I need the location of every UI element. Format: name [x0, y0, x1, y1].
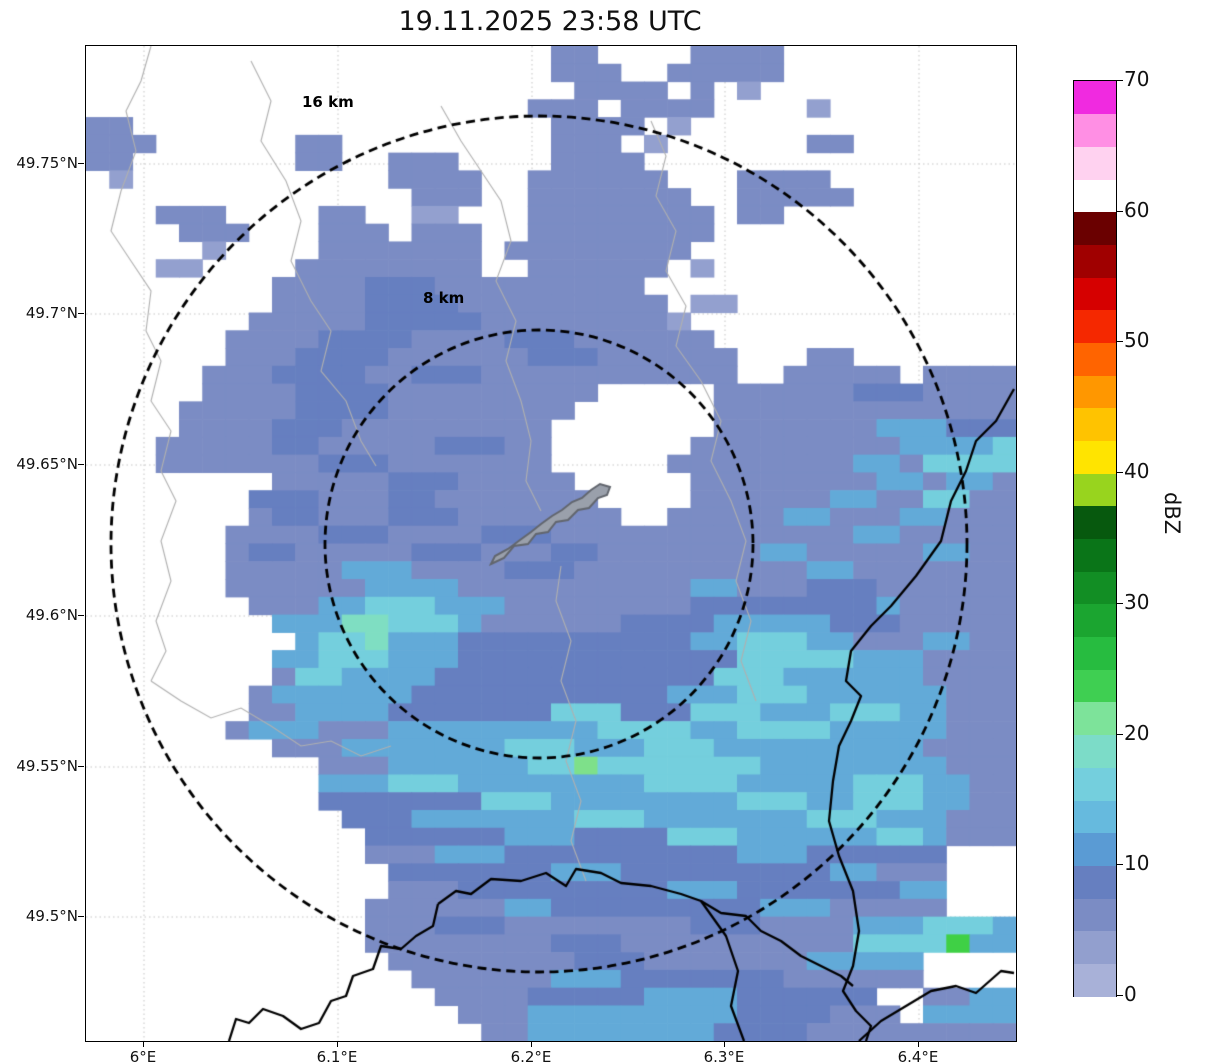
x-tickmark: [531, 1041, 532, 1047]
y-tickmark: [78, 163, 84, 164]
colorbar-tick-70: 70: [1124, 67, 1150, 91]
colorbar-tick-0: 0: [1124, 982, 1137, 1006]
colorbar-segment: [1074, 799, 1116, 834]
y-tickmark: [78, 464, 84, 465]
colorbar-tick-30: 30: [1124, 589, 1150, 614]
colorbar-segment: [1074, 767, 1116, 801]
y-tick-label-5: 49.5°N: [25, 907, 78, 925]
y-tick-label-0: 49.75°N: [16, 154, 78, 172]
x-tick-label-3: 6.3°E: [703, 1048, 745, 1064]
y-tick-label-2: 49.65°N: [16, 455, 78, 473]
x-tickmark: [918, 1041, 919, 1047]
y-tickmark: [78, 313, 84, 314]
colorbar-segment: [1074, 113, 1116, 147]
colorbar-segment: [1074, 963, 1116, 997]
colorbar-tickmark: [1116, 80, 1123, 81]
colorbar-segment: [1074, 342, 1116, 376]
x-tick-label-1: 6.1°E: [316, 1048, 358, 1064]
radar-map-plot: 8 km 16 km: [85, 45, 1017, 1042]
colorbar-segment: [1074, 505, 1116, 540]
colorbar-segment: [1074, 897, 1116, 932]
colorbar-segment: [1074, 832, 1116, 866]
colorbar-tick-60: 60: [1124, 197, 1150, 222]
y-tick-label-3: 49.6°N: [25, 606, 78, 624]
x-tickmark: [337, 1041, 338, 1047]
colorbar-tickmark: [1116, 995, 1123, 996]
colorbar-segment: [1074, 636, 1116, 670]
x-tick-label-2: 6.2°E: [510, 1048, 552, 1064]
colorbar-segment: [1074, 81, 1116, 115]
colorbar-tickmark: [1116, 210, 1123, 212]
colorbar-tickmark: [1116, 602, 1123, 604]
colorbar-tick-10: 10: [1124, 851, 1150, 876]
colorbar-segment: [1074, 603, 1116, 638]
colorbar-segment: [1074, 375, 1116, 409]
colorbar-segment: [1074, 669, 1116, 703]
colorbar-tickmark: [1116, 472, 1123, 474]
colorbar-segment: [1074, 277, 1116, 311]
colorbar-segment: [1074, 734, 1116, 768]
colorbar-tick-40: 40: [1124, 459, 1150, 484]
y-tickmark: [78, 615, 84, 616]
colorbar-tick-50: 50: [1124, 328, 1150, 353]
colorbar-segment: [1074, 865, 1116, 899]
colorbar-segment: [1074, 930, 1116, 964]
colorbar-segment: [1074, 309, 1116, 344]
y-tick-label-4: 49.55°N: [16, 757, 78, 775]
colorbar-tick-20: 20: [1124, 720, 1150, 745]
colorbar-segment: [1074, 571, 1116, 605]
radar-map-canvas: [86, 46, 1016, 1041]
colorbar: [1073, 80, 1117, 997]
colorbar-segment: [1074, 440, 1116, 474]
colorbar-tickmark: [1116, 733, 1123, 735]
x-tick-label-0: 6°E: [129, 1048, 157, 1064]
range-ring-label-16km: 16 km: [302, 93, 354, 111]
colorbar-axis-label: dBZ: [1160, 492, 1184, 535]
y-tick-label-1: 49.7°N: [25, 304, 78, 322]
x-tickmark: [143, 1041, 144, 1047]
plot-title: 19.11.2025 23:58 UTC: [398, 6, 702, 37]
colorbar-segment: [1074, 179, 1116, 213]
colorbar-segment: [1074, 538, 1116, 572]
colorbar-segment: [1074, 146, 1116, 180]
range-ring-label-8km: 8 km: [423, 289, 465, 307]
x-tickmark: [724, 1041, 725, 1047]
y-tickmark: [78, 916, 84, 917]
colorbar-segment: [1074, 473, 1116, 507]
y-tickmark: [78, 766, 84, 767]
x-tick-label-4: 6.4°E: [897, 1048, 939, 1064]
colorbar-tickmark: [1116, 341, 1123, 343]
colorbar-segment: [1074, 244, 1116, 278]
colorbar-segment: [1074, 701, 1116, 736]
colorbar-tickmark: [1116, 864, 1123, 866]
colorbar-segment: [1074, 211, 1116, 245]
colorbar-segment: [1074, 407, 1116, 442]
